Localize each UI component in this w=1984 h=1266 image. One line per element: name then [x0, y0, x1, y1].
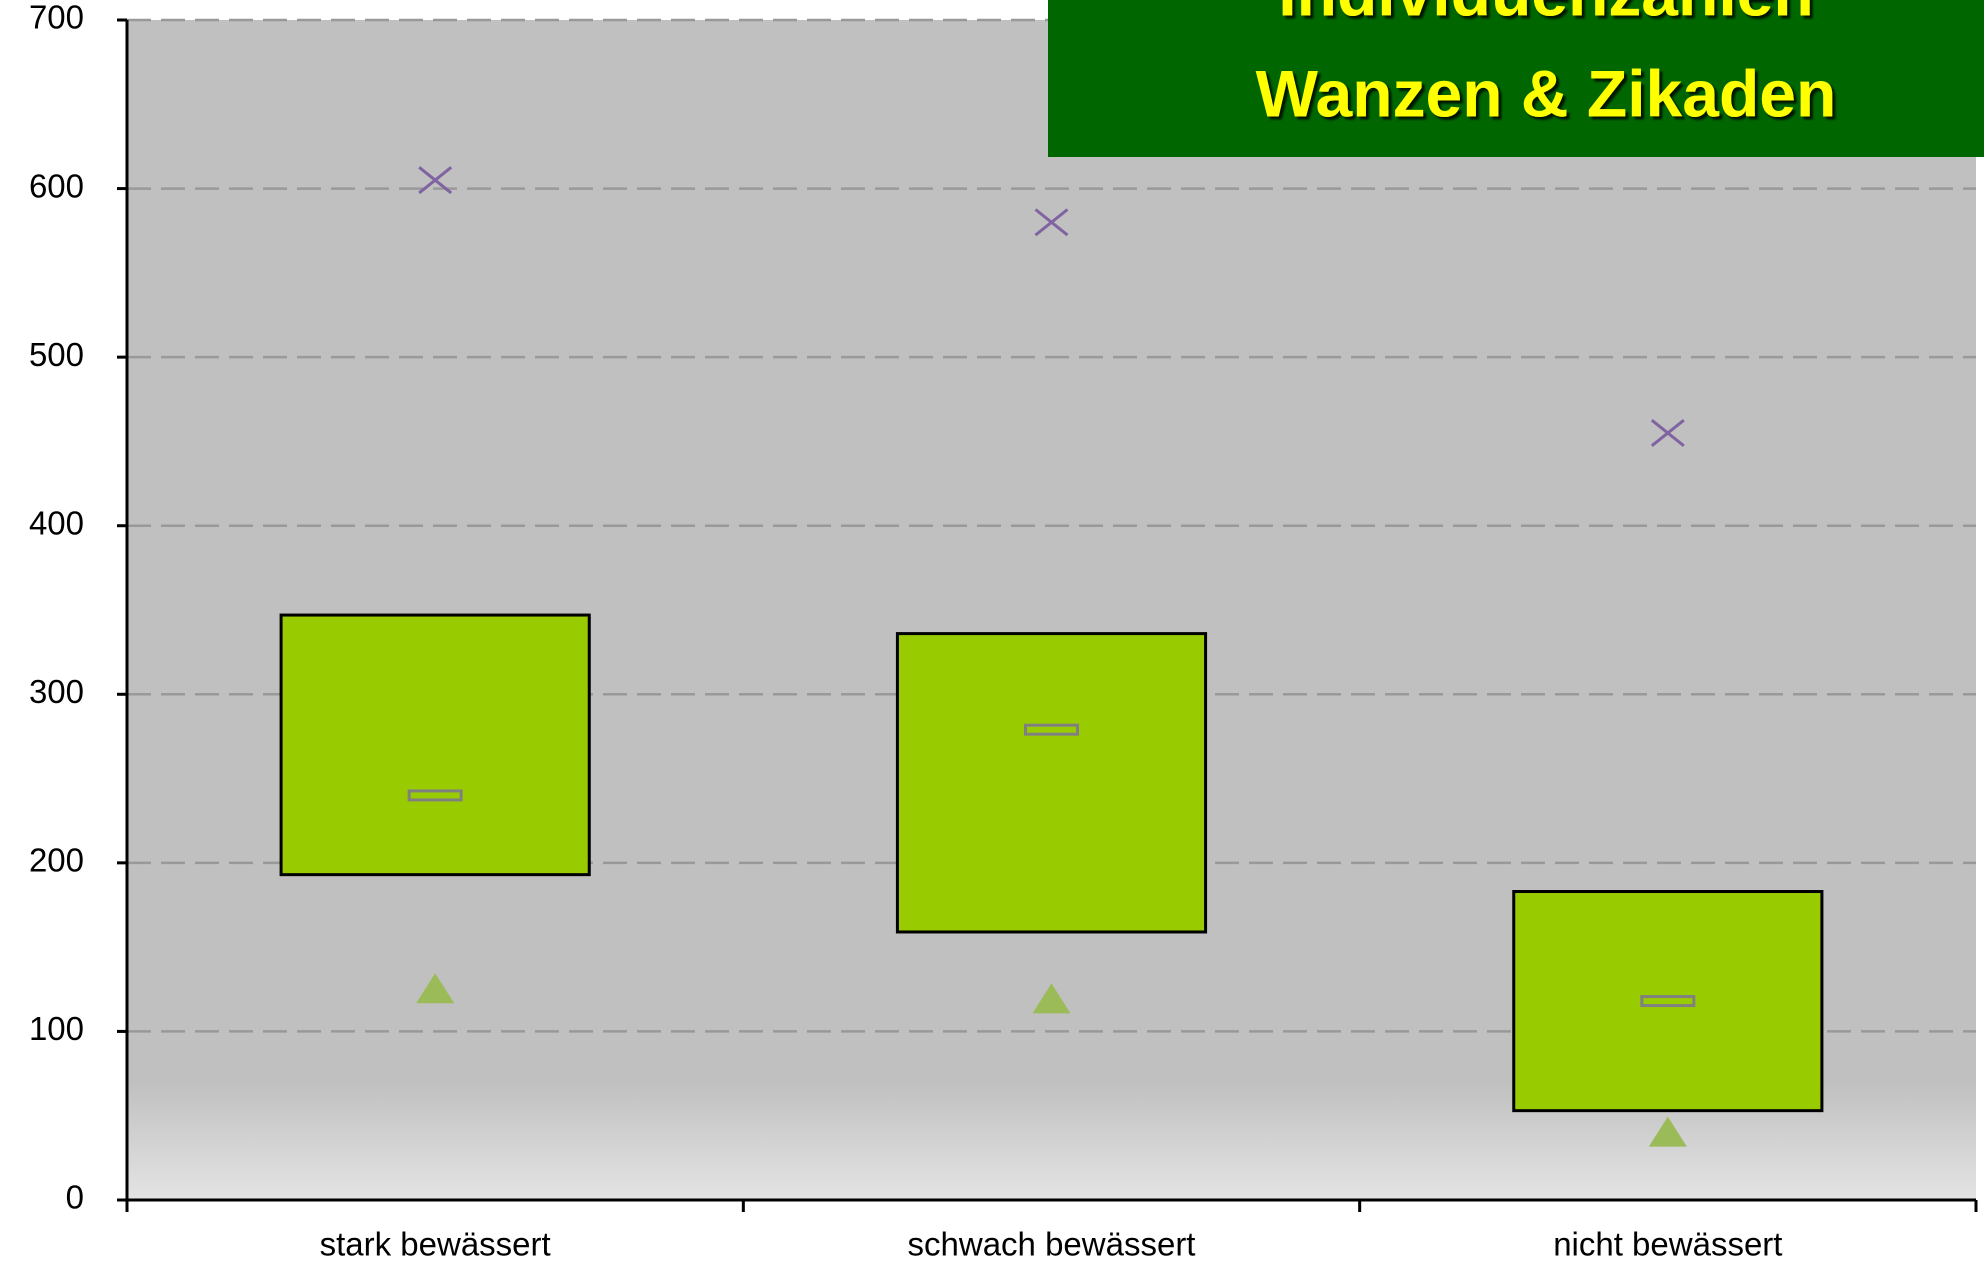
box [1512, 890, 1824, 1113]
y-tick-label: 400 [29, 504, 84, 541]
y-tick-label: 200 [29, 842, 84, 879]
y-tick-label: 700 [29, 0, 84, 36]
y-tick-label: 500 [29, 336, 84, 373]
chart-title: Wanzen & Zikaden [1256, 56, 1837, 130]
min-marker [1032, 983, 1071, 1014]
y-tick-label: 100 [29, 1010, 84, 1047]
box [895, 632, 1208, 934]
median-marker [407, 789, 463, 802]
max-marker [418, 166, 453, 195]
y-tick-label: 300 [29, 673, 84, 710]
min-marker [416, 973, 455, 1004]
x-tick-label: stark bewässert [320, 1226, 551, 1263]
x-tick-label: schwach bewässert [908, 1226, 1196, 1263]
y-tick-label: 0 [66, 1179, 84, 1216]
title-box [1048, 0, 1984, 157]
max-marker [1650, 419, 1685, 447]
box [279, 613, 591, 877]
median-marker [1640, 995, 1696, 1008]
chart-title: Individuenzahlen [1278, 0, 1813, 29]
median-marker [1024, 723, 1079, 736]
x-tick-label: nicht bewässert [1553, 1226, 1782, 1263]
y-tick-label: 600 [29, 167, 84, 204]
max-marker [1034, 208, 1069, 237]
min-marker [1648, 1116, 1687, 1147]
